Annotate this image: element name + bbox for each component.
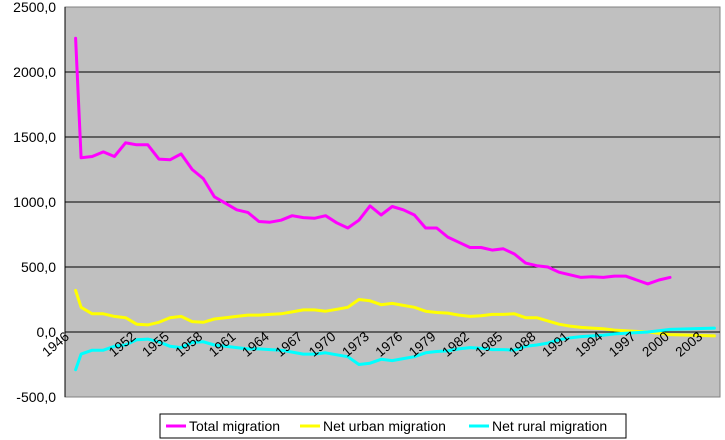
y-tick-label: -500,0 xyxy=(16,389,56,405)
y-axis: -500,0 0,0 500,0 1000,0 1500,0 2000,0 2500,0 xyxy=(13,0,66,405)
y-tick-label: 1000,0 xyxy=(13,194,56,210)
y-tick-label: 0,0 xyxy=(37,324,57,340)
net-urban-migration-line xyxy=(74,288,716,338)
legend-label-urban: Net urban migration xyxy=(323,418,446,434)
y-tick-label: 2000,0 xyxy=(13,64,56,80)
legend-label-rural: Net rural migration xyxy=(492,418,607,434)
net-rural-migration-line xyxy=(74,326,716,372)
y-tick-label: 500,0 xyxy=(21,259,56,275)
series-lines xyxy=(74,36,716,372)
legend: Total migration Net urban migration Net … xyxy=(159,413,627,439)
legend-label-total: Total migration xyxy=(189,418,280,434)
legend-box xyxy=(159,413,627,439)
total-migration-line xyxy=(74,36,672,286)
gridlines xyxy=(65,71,720,333)
y-tick-label: 1500,0 xyxy=(13,129,56,145)
y-tick-label: 2500,0 xyxy=(13,0,56,15)
